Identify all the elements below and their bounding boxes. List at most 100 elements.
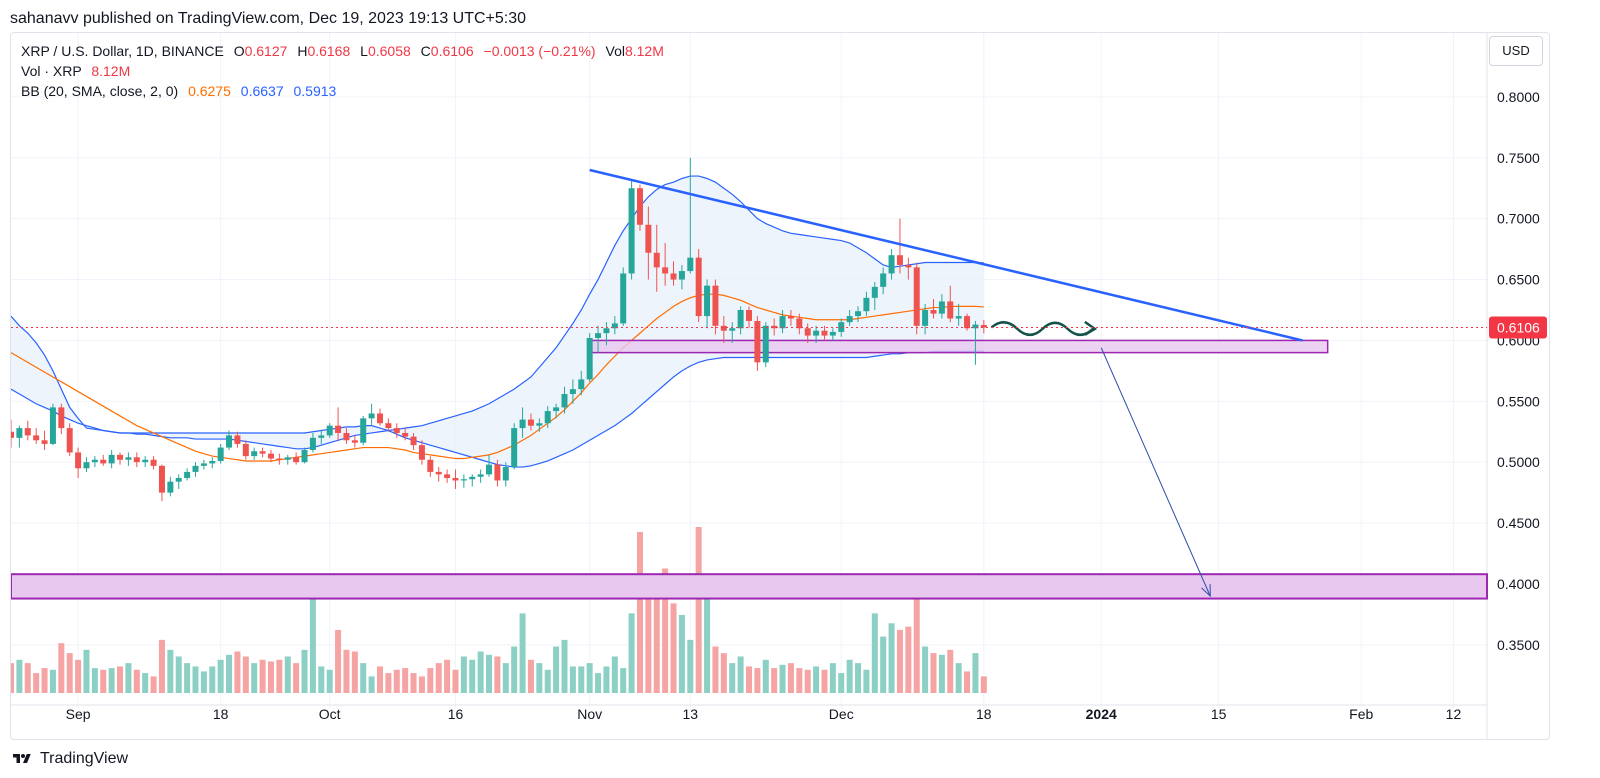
candle-body xyxy=(687,257,694,272)
volume-bar xyxy=(553,646,560,693)
volume-bar xyxy=(511,646,518,693)
candle-body xyxy=(771,325,778,329)
candle-body xyxy=(611,323,618,329)
volume-bar xyxy=(100,669,107,693)
y-tick-label: 0.6500 xyxy=(1497,272,1540,288)
candle-body xyxy=(586,337,593,380)
legend-bb-label[interactable]: BB (20, SMA, close, 2, 0) xyxy=(21,83,179,99)
last-price-badge xyxy=(1489,316,1547,339)
x-tick-label: Feb xyxy=(1349,706,1373,722)
legend-open-label: O xyxy=(233,43,245,59)
x-tick-label: 12 xyxy=(1446,706,1462,722)
volume-bar xyxy=(41,668,48,693)
volume-bar xyxy=(91,668,98,693)
volume-bar xyxy=(58,643,65,693)
volume-bar xyxy=(49,669,56,693)
expected-path-arrow-icon xyxy=(1084,320,1098,336)
candle-body xyxy=(653,252,660,268)
candle-body xyxy=(511,428,518,468)
volume-bar xyxy=(620,668,627,693)
candle-body xyxy=(754,320,761,363)
candle-body xyxy=(318,435,325,438)
volume-bar xyxy=(603,666,610,693)
candle-body xyxy=(117,454,124,460)
volume-bar xyxy=(636,531,643,693)
candle-body xyxy=(351,440,358,443)
volume-bar xyxy=(133,669,140,693)
candle-body xyxy=(955,316,962,319)
volume-bar xyxy=(695,527,702,693)
candle-body xyxy=(964,316,971,329)
legend-symbol[interactable]: XRP / U.S. Dollar, 1D, BINANCE xyxy=(21,43,224,59)
candle-body xyxy=(427,459,434,472)
volume-bar xyxy=(712,646,719,693)
legend-price-row: XRP / U.S. Dollar, 1D, BINANCE O0.6127 H… xyxy=(21,41,664,61)
candle-body xyxy=(913,267,920,326)
price-chart[interactable]: 0.80000.75000.70000.65000.60000.55000.50… xyxy=(11,33,1550,740)
candle-body xyxy=(276,458,283,460)
candle-body xyxy=(100,459,107,464)
volume-bar xyxy=(402,668,409,693)
currency-button[interactable]: USD xyxy=(1489,36,1543,66)
candle-body xyxy=(385,423,392,429)
volume-bar xyxy=(16,659,23,693)
volume-bar xyxy=(913,593,920,693)
x-tick-label: 18 xyxy=(976,706,992,722)
volume-bar xyxy=(746,666,752,693)
volume-bar xyxy=(938,654,945,693)
volume-bar xyxy=(259,659,266,693)
candle-body xyxy=(184,471,191,479)
legend-volume-label[interactable]: Vol · XRP xyxy=(21,63,82,79)
volume-bar xyxy=(653,583,660,693)
volume-bar xyxy=(393,669,400,693)
volume-bar xyxy=(83,649,90,693)
x-tick-label: Nov xyxy=(577,706,602,722)
volume-bar xyxy=(326,669,333,693)
support-zone xyxy=(588,339,1329,354)
footer-branding[interactable]: TradingView xyxy=(10,750,128,768)
volume-bar xyxy=(821,669,828,693)
legend-close-label: C xyxy=(420,43,431,59)
volume-bar xyxy=(829,663,836,693)
candle-body xyxy=(720,325,727,331)
volume-bar xyxy=(142,673,149,693)
volume-bar xyxy=(729,663,736,693)
volume-bar xyxy=(444,659,451,693)
candle-body xyxy=(628,188,635,274)
candle-body xyxy=(871,286,878,298)
volume-bar xyxy=(167,649,174,693)
candle-body xyxy=(200,463,207,466)
legend-bb-row: BB (20, SMA, close, 2, 0) 0.6275 0.6637 … xyxy=(21,81,664,101)
candle-body xyxy=(502,467,509,481)
volume-bar xyxy=(242,656,249,693)
candle-body xyxy=(242,443,249,457)
candle-body xyxy=(301,450,308,463)
volume-bar xyxy=(360,663,367,693)
volume-bar xyxy=(662,568,669,693)
candle-body xyxy=(150,459,157,466)
volume-bar xyxy=(217,659,224,693)
volume-bar xyxy=(863,669,870,693)
x-tick-label: Sep xyxy=(66,706,91,722)
candle-body xyxy=(704,285,711,317)
legend-vol-label: Vol xyxy=(605,43,625,59)
x-tick-label: 2024 xyxy=(1086,706,1117,722)
candle-body xyxy=(779,316,786,329)
candle-body xyxy=(569,389,576,395)
volume-bar xyxy=(108,668,115,693)
volume-bar xyxy=(838,673,845,693)
candle-body xyxy=(418,445,425,460)
y-tick-label: 0.7500 xyxy=(1497,150,1540,166)
volume-bar xyxy=(158,639,165,693)
volume-bar xyxy=(888,623,895,693)
legend-high-label: H xyxy=(297,43,308,59)
candle-body xyxy=(846,316,853,323)
candle-body xyxy=(33,435,40,441)
chart-frame[interactable]: 0.8000 0.7500 0.7000 0.6500 0.6000 0.5500 0.50… xyxy=(10,32,1550,740)
volume-bar xyxy=(33,673,40,693)
volume-bar xyxy=(980,676,987,693)
volume-bar xyxy=(502,663,509,693)
volume-bar xyxy=(586,663,593,693)
legend-bb-upper: 0.6637 xyxy=(240,83,284,99)
y-tick-label: 0.5000 xyxy=(1497,454,1540,470)
